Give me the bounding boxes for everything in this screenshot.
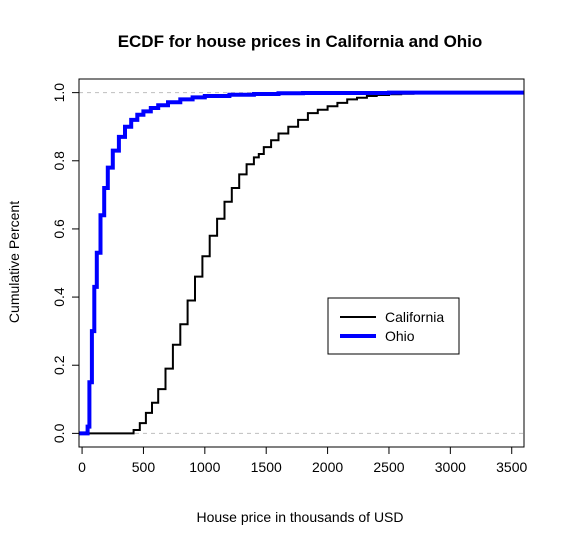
series-layer	[79, 90, 524, 436]
chart-title: ECDF for house prices in California and …	[118, 32, 483, 51]
y-tick-label: 0.0	[51, 423, 67, 443]
y-tick-label: 0.4	[51, 287, 67, 307]
plot-frame	[78, 78, 525, 448]
x-tick-label: 3500	[496, 459, 527, 475]
y-axis-label: Cumulative Percent	[6, 201, 22, 323]
legend-label: California	[385, 309, 444, 325]
legend: California Ohio	[327, 297, 460, 355]
x-tick-label: 500	[132, 459, 156, 475]
x-axis: 0 500 1000 1500 2000 2500 3000 3500	[78, 447, 528, 475]
x-tick-label: 1000	[189, 459, 220, 475]
y-tick-label: 1.0	[51, 83, 67, 103]
x-tick-label: 0	[78, 459, 86, 475]
legend-label: Ohio	[385, 328, 415, 344]
reference-lines	[79, 92, 524, 434]
x-tick-label: 2500	[373, 459, 404, 475]
series-line-california	[79, 91, 524, 435]
x-tick-label: 1500	[251, 459, 282, 475]
y-tick-label: 0.8	[51, 151, 67, 171]
x-axis-label: House price in thousands of USD	[197, 509, 404, 525]
x-tick-label: 2000	[312, 459, 343, 475]
y-axis: 0.0 0.2 0.4 0.6 0.8 1.0	[51, 83, 79, 443]
legend-box	[327, 297, 460, 355]
x-tick-label: 3000	[435, 459, 466, 475]
series-line-ohio	[79, 90, 524, 436]
y-tick-label: 0.2	[51, 355, 67, 375]
y-tick-label: 0.6	[51, 219, 67, 239]
